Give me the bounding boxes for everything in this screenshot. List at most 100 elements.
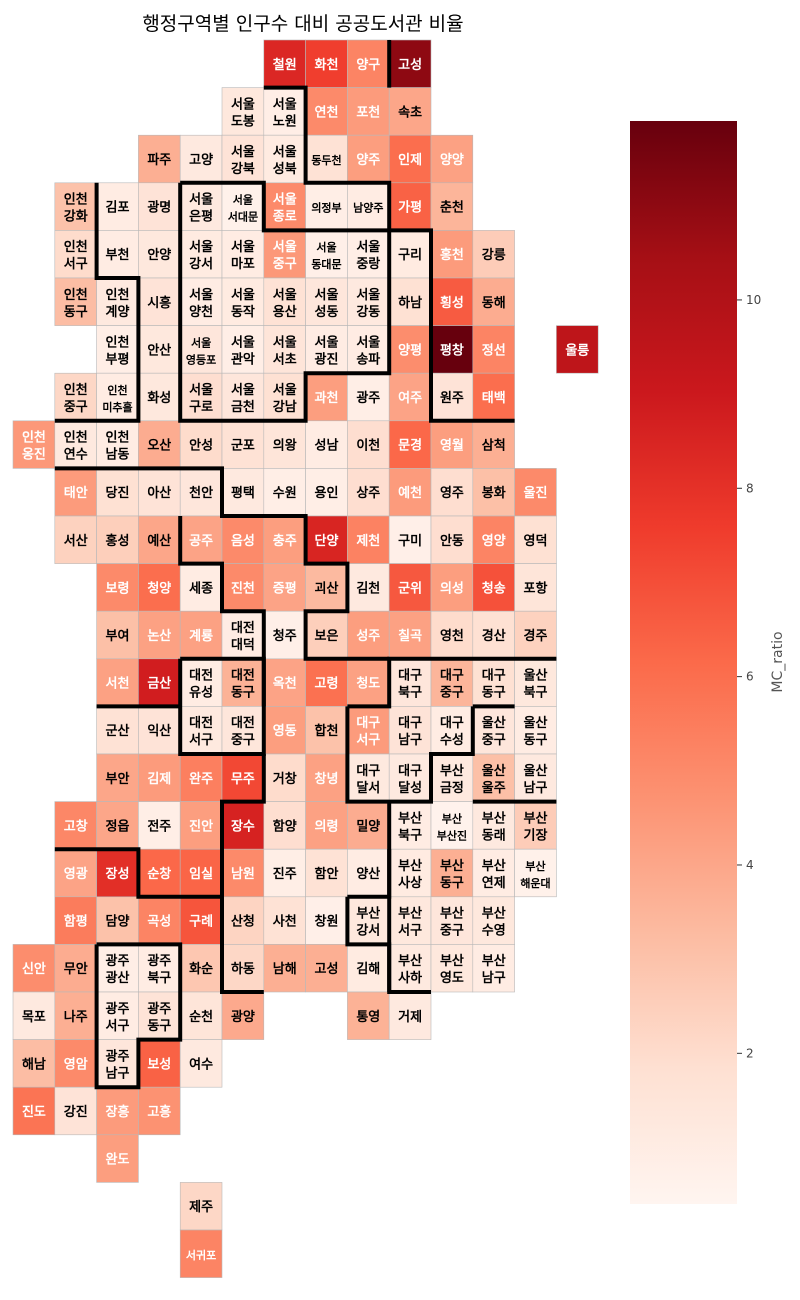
cell-rect bbox=[179, 182, 223, 231]
cell-rect bbox=[305, 753, 348, 802]
cell-rect bbox=[179, 753, 223, 802]
cell-속초: 속초 bbox=[388, 87, 432, 136]
cell-아산: 아산 bbox=[138, 468, 181, 517]
cell-label: 영주 bbox=[440, 486, 464, 501]
cell-label: 거제 bbox=[398, 1010, 422, 1025]
cell-rect bbox=[221, 801, 265, 850]
cell-공주: 공주 bbox=[179, 515, 223, 564]
cell-label: 부산 bbox=[524, 810, 548, 826]
cell-label: 미추홀 bbox=[102, 400, 132, 414]
cell-label: 양주 bbox=[356, 153, 380, 168]
cell-label: 홍천 bbox=[440, 247, 464, 263]
cell-label: 양산 bbox=[356, 866, 380, 882]
cell-label: 광주 bbox=[147, 954, 171, 969]
cell-과천: 과천 bbox=[305, 372, 348, 422]
cell-rect bbox=[96, 896, 139, 945]
cell-rect bbox=[430, 230, 474, 279]
cell-label: 청송 bbox=[482, 580, 506, 596]
cell-rect bbox=[179, 610, 223, 660]
cell-rect bbox=[305, 325, 348, 374]
cell-정읍: 정읍 bbox=[96, 801, 139, 850]
cell-화천: 화천 bbox=[305, 39, 348, 88]
cell-label: 함평 bbox=[64, 914, 88, 930]
cell-label: 부산 bbox=[356, 906, 380, 922]
cell-label: 장수 bbox=[231, 818, 255, 834]
cell-label: 서울 bbox=[191, 335, 211, 349]
cell-rect bbox=[472, 325, 515, 374]
cell-순창: 순창 bbox=[138, 848, 181, 898]
region-border bbox=[345, 706, 475, 804]
cell-label: 완주 bbox=[189, 772, 213, 787]
cell-label: 나주 bbox=[64, 1009, 88, 1025]
cell-label: 강남 bbox=[273, 399, 297, 415]
cell-label: 서울 bbox=[356, 334, 380, 350]
cell-label: 의왕 bbox=[273, 438, 297, 454]
cell-label: 대덕 bbox=[231, 637, 255, 653]
cell-rect bbox=[388, 277, 432, 326]
cell-rect bbox=[138, 706, 181, 755]
cell-평택: 평택 bbox=[221, 468, 265, 517]
cell-장흥: 장흥 bbox=[96, 1086, 139, 1136]
cell-rect bbox=[305, 944, 348, 993]
cell-label: 태백 bbox=[482, 391, 506, 406]
cell-rect bbox=[263, 372, 306, 422]
cell-label: 광산 bbox=[106, 970, 130, 986]
cell-rect bbox=[96, 182, 139, 231]
cell-rect bbox=[138, 896, 181, 945]
cell-label: 마포 bbox=[231, 256, 255, 272]
cell-label: 인천 bbox=[106, 334, 130, 350]
cell-진천: 진천 bbox=[221, 563, 265, 612]
cell-충주: 충주 bbox=[263, 515, 306, 564]
cell-장성: 장성 bbox=[96, 848, 139, 898]
cell-label: 무주 bbox=[231, 772, 255, 787]
cell-label: 보령 bbox=[106, 581, 130, 596]
cell-장수: 장수 bbox=[221, 801, 265, 850]
cell-label: 금천 bbox=[231, 400, 255, 415]
cell-label: 단양 bbox=[315, 533, 339, 549]
cell-label: 기장 bbox=[524, 827, 548, 843]
cell-rect bbox=[179, 801, 223, 850]
cell-rect bbox=[96, 1086, 139, 1136]
cell-김해: 김해 bbox=[347, 944, 390, 993]
cell-label: 군산 bbox=[106, 723, 130, 739]
cell-label: 영덕 bbox=[524, 533, 548, 549]
cell-rect bbox=[138, 991, 181, 1040]
cell-label: 순천 bbox=[189, 1010, 213, 1025]
cell-label: 동구 bbox=[524, 733, 548, 748]
cell-함안: 함안 bbox=[305, 848, 348, 898]
cell-완주: 완주 bbox=[179, 753, 223, 802]
cell-label: 수원 bbox=[273, 486, 297, 501]
cell-label: 구미 bbox=[398, 533, 422, 549]
cell-rect bbox=[138, 610, 181, 660]
cell-rect bbox=[514, 515, 557, 564]
cell-label: 안동 bbox=[440, 533, 464, 549]
cell-rect bbox=[388, 515, 432, 564]
cell-제천: 제천 bbox=[347, 515, 390, 564]
cell-label: 시흥 bbox=[147, 295, 171, 311]
cell-label: 하동 bbox=[231, 961, 255, 977]
cell-울릉: 울릉 bbox=[556, 325, 599, 374]
cell-함양: 함양 bbox=[263, 801, 306, 850]
cell-rect bbox=[305, 515, 348, 564]
cell-고흥: 고흥 bbox=[138, 1086, 181, 1136]
cell-label: 청주 bbox=[273, 628, 297, 644]
cell-label: 진안 bbox=[189, 818, 213, 834]
cell-rect bbox=[54, 944, 97, 993]
cell-양평: 양평 bbox=[388, 325, 432, 374]
cell-label: 노원 bbox=[273, 114, 297, 129]
cell-평창: 평창 bbox=[430, 325, 474, 374]
cell-광양: 광양 bbox=[221, 991, 265, 1040]
cell-음성: 음성 bbox=[221, 515, 265, 564]
